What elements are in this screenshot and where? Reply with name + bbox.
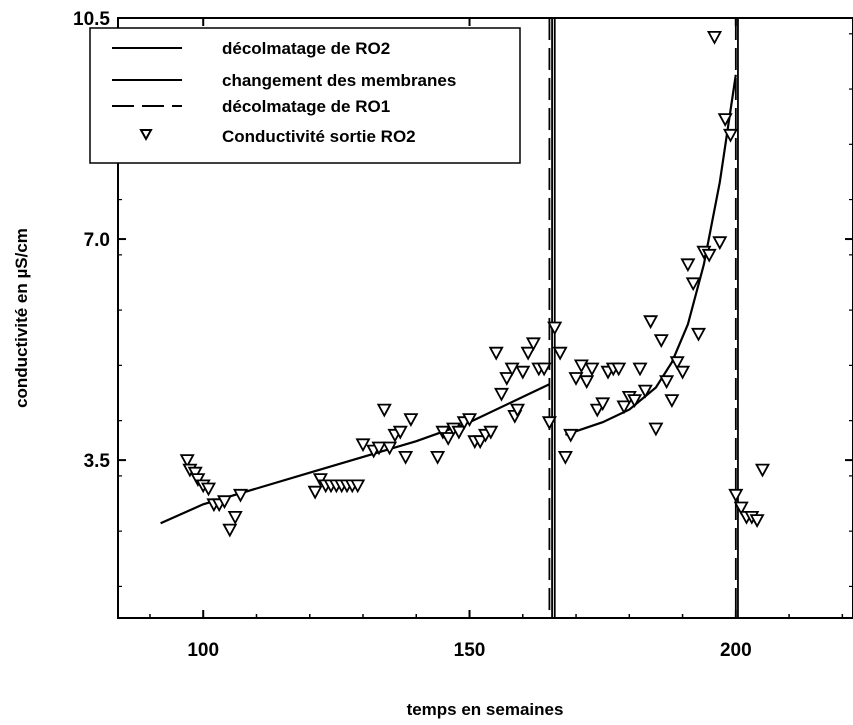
data-point <box>680 258 696 273</box>
data-point <box>179 454 195 468</box>
fit-curve <box>565 74 737 436</box>
x-axis-label: temps en semaines <box>407 700 564 719</box>
legend-label-1: décolmatage de RO2 <box>222 39 390 58</box>
data-point <box>579 375 595 390</box>
reference-lines <box>548 18 739 618</box>
data-point <box>573 359 589 374</box>
data-point <box>382 441 398 456</box>
data-point <box>430 451 446 465</box>
data-point <box>227 511 243 525</box>
y-tick-label: 10.5 <box>73 9 110 30</box>
data-point <box>392 425 408 440</box>
legend-box <box>89 27 521 164</box>
data-point <box>499 372 515 386</box>
data-point <box>355 438 371 453</box>
data-point <box>536 362 552 377</box>
data-point <box>616 400 632 415</box>
data-point <box>563 428 579 443</box>
legend-label-4: Conductivité sortie RO2 <box>222 127 416 146</box>
y-tick-label: 7.0 <box>84 230 110 251</box>
data-point <box>653 334 669 348</box>
data-point <box>584 362 600 377</box>
plot-frame <box>117 17 853 619</box>
data-point <box>685 277 701 292</box>
data-point <box>701 248 717 263</box>
data-point <box>515 365 531 380</box>
data-point <box>568 372 584 386</box>
data-point <box>754 463 771 478</box>
data-point <box>733 501 749 516</box>
data-point <box>611 362 627 377</box>
data-point <box>232 488 249 503</box>
data-point <box>547 321 563 336</box>
data-point <box>675 365 691 380</box>
data-point <box>525 337 541 352</box>
x-tick-label: 200 <box>720 640 752 661</box>
legend: décolmatage de RO2 changement des membra… <box>89 27 521 164</box>
x-tick-label: 150 <box>454 640 486 661</box>
data-point <box>461 413 478 427</box>
legend-label-2: changement des membranes <box>222 71 456 90</box>
data-point <box>749 514 765 528</box>
data-point <box>637 384 653 399</box>
data-point <box>483 425 499 440</box>
data-point <box>398 451 414 465</box>
data-point <box>690 327 707 342</box>
data-point <box>595 397 611 412</box>
data-point <box>504 362 520 377</box>
data-point <box>509 403 526 418</box>
data-point <box>552 346 568 361</box>
data-point <box>493 387 510 402</box>
y-tick-label: 3.5 <box>84 451 111 472</box>
legend-marker-triangle <box>139 129 153 142</box>
axis-ticks: 100 150 200 3.5 7.0 10.5 <box>73 9 853 661</box>
data-point <box>451 425 467 440</box>
data-point <box>659 375 675 390</box>
x-tick-label: 100 <box>187 640 219 661</box>
data-point <box>557 451 573 465</box>
data-point <box>643 315 659 330</box>
data-point <box>648 422 664 437</box>
data-point <box>722 128 739 143</box>
data-point <box>632 362 648 377</box>
data-point <box>403 413 419 427</box>
data-point <box>664 394 680 408</box>
data-point <box>216 495 233 510</box>
data-point <box>440 432 456 446</box>
data-point <box>200 482 217 497</box>
data-point <box>589 403 605 418</box>
data-point <box>371 441 387 456</box>
data-point <box>728 488 744 503</box>
data-point <box>488 346 504 361</box>
data-point <box>472 435 488 450</box>
data-point <box>541 416 557 431</box>
y-axis-label: conductivité en µS/cm <box>12 228 31 408</box>
data-point <box>717 113 733 127</box>
data-point <box>712 236 728 251</box>
legend-label-3: décolmatage de RO1 <box>222 97 390 116</box>
data-point <box>376 403 392 418</box>
data-points <box>179 31 771 538</box>
data-point <box>627 394 643 408</box>
data-point <box>350 479 366 494</box>
data-point <box>520 346 536 361</box>
data-point <box>222 523 238 538</box>
data-point <box>307 485 323 500</box>
data-point <box>669 356 685 371</box>
data-point <box>706 31 723 45</box>
